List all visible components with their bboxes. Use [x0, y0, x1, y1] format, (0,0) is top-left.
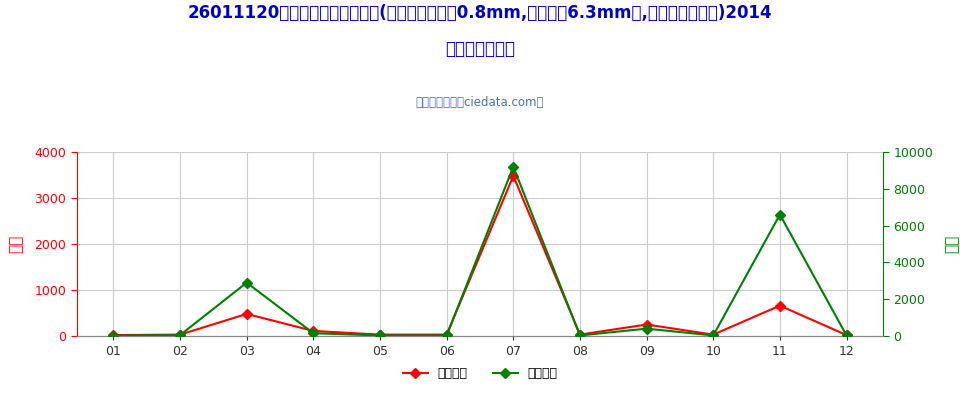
出口美元 [374, 332, 386, 337]
出口数量 [841, 333, 852, 338]
出口美元 [307, 328, 319, 333]
出口美元 [841, 333, 852, 338]
Legend: 出口美元, 出口数量: 出口美元, 出口数量 [397, 362, 563, 385]
出口美元 [175, 332, 186, 337]
出口数量 [641, 326, 653, 331]
出口美元 [241, 312, 252, 316]
出口美元 [708, 332, 719, 337]
出口美元 [641, 322, 653, 327]
Line: 出口美元: 出口美元 [110, 172, 850, 338]
出口美元 [574, 332, 586, 337]
出口数量 [441, 333, 452, 338]
出口数量 [774, 212, 785, 217]
Text: 26011120未烧结铁矿砂及其精矿(平均粒度不小于0.8mm,但不大于6.3mm的,焙烧黄铁矿除外)2014: 26011120未烧结铁矿砂及其精矿(平均粒度不小于0.8mm,但不大于6.3m… [188, 4, 772, 22]
出口数量 [307, 331, 319, 336]
出口数量 [241, 280, 252, 285]
出口美元 [108, 333, 119, 338]
Y-axis label: 金额: 金额 [9, 235, 23, 253]
Line: 出口数量: 出口数量 [110, 163, 850, 339]
Text: 进出口服务网（ciedata.com）: 进出口服务网（ciedata.com） [416, 96, 544, 109]
Text: 年出口月度走势: 年出口月度走势 [445, 40, 515, 58]
出口数量 [175, 333, 186, 338]
出口美元 [774, 303, 785, 308]
出口数量 [508, 164, 519, 169]
出口美元 [441, 332, 452, 337]
出口数量 [574, 333, 586, 338]
出口数量 [108, 333, 119, 338]
出口数量 [374, 333, 386, 338]
出口数量 [708, 333, 719, 338]
Y-axis label: 数量: 数量 [945, 235, 960, 253]
出口美元 [508, 174, 519, 178]
